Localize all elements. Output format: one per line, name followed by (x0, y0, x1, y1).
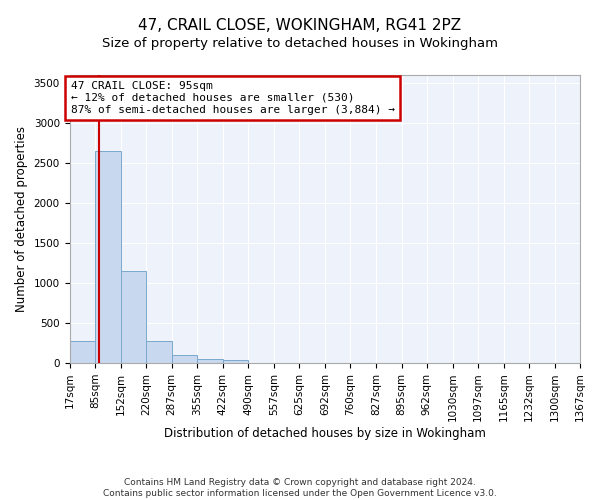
Y-axis label: Number of detached properties: Number of detached properties (15, 126, 28, 312)
Text: 47 CRAIL CLOSE: 95sqm
← 12% of detached houses are smaller (530)
87% of semi-det: 47 CRAIL CLOSE: 95sqm ← 12% of detached … (71, 82, 395, 114)
Bar (121, 271, 146, 363)
Text: 47, CRAIL CLOSE, WOKINGHAM, RG41 2PZ: 47, CRAIL CLOSE, WOKINGHAM, RG41 2PZ (139, 18, 461, 32)
Text: Contains HM Land Registry data © Crown copyright and database right 2024.
Contai: Contains HM Land Registry data © Crown c… (103, 478, 497, 498)
Bar (146, 340, 172, 363)
Bar (95, 151, 121, 363)
Bar (197, 360, 223, 363)
Text: Size of property relative to detached houses in Wokingham: Size of property relative to detached ho… (102, 38, 498, 51)
Bar (172, 356, 197, 363)
Bar (223, 360, 248, 363)
Bar (70, 342, 95, 363)
X-axis label: Distribution of detached houses by size in Wokingham: Distribution of detached houses by size … (164, 427, 486, 440)
